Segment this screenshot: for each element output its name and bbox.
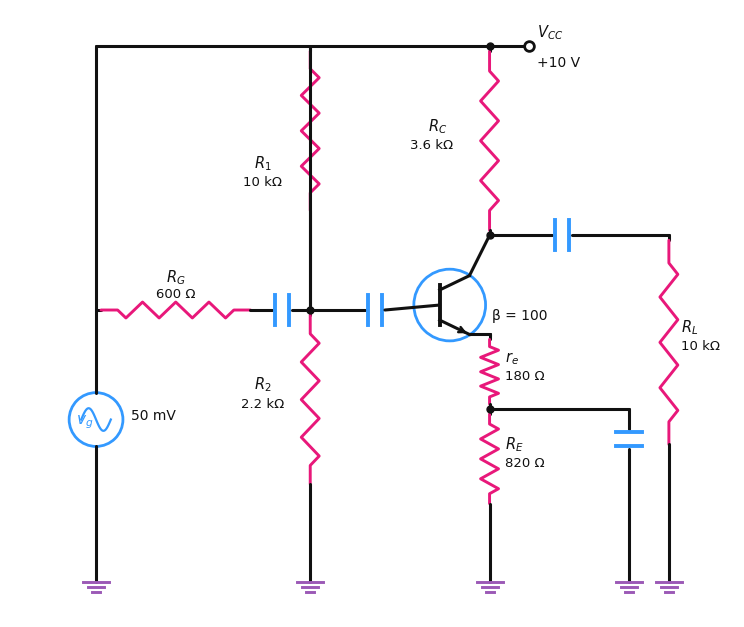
Text: 50 mV: 50 mV [131,409,176,423]
Text: $R_E$: $R_E$ [504,435,523,453]
Text: 10 kΩ: 10 kΩ [681,340,720,354]
Text: 10 kΩ: 10 kΩ [243,176,282,189]
Text: 2.2 kΩ: 2.2 kΩ [241,398,284,411]
Text: $R_L$: $R_L$ [681,319,698,337]
Text: $R_C$: $R_C$ [428,117,447,135]
Text: β = 100: β = 100 [492,309,547,323]
Text: $v_g$: $v_g$ [76,414,94,431]
Text: $R_2$: $R_2$ [254,376,271,394]
Text: $R_1$: $R_1$ [254,154,272,173]
Text: $V_{CC}$: $V_{CC}$ [537,23,564,42]
Text: 600 Ω: 600 Ω [156,288,196,301]
Text: 3.6 kΩ: 3.6 kΩ [410,139,453,152]
Text: 820 Ω: 820 Ω [504,457,544,470]
Text: $r_e$: $r_e$ [504,350,519,367]
Text: $R_G$: $R_G$ [166,268,185,287]
Text: 180 Ω: 180 Ω [504,370,544,382]
Text: +10 V: +10 V [537,56,580,70]
